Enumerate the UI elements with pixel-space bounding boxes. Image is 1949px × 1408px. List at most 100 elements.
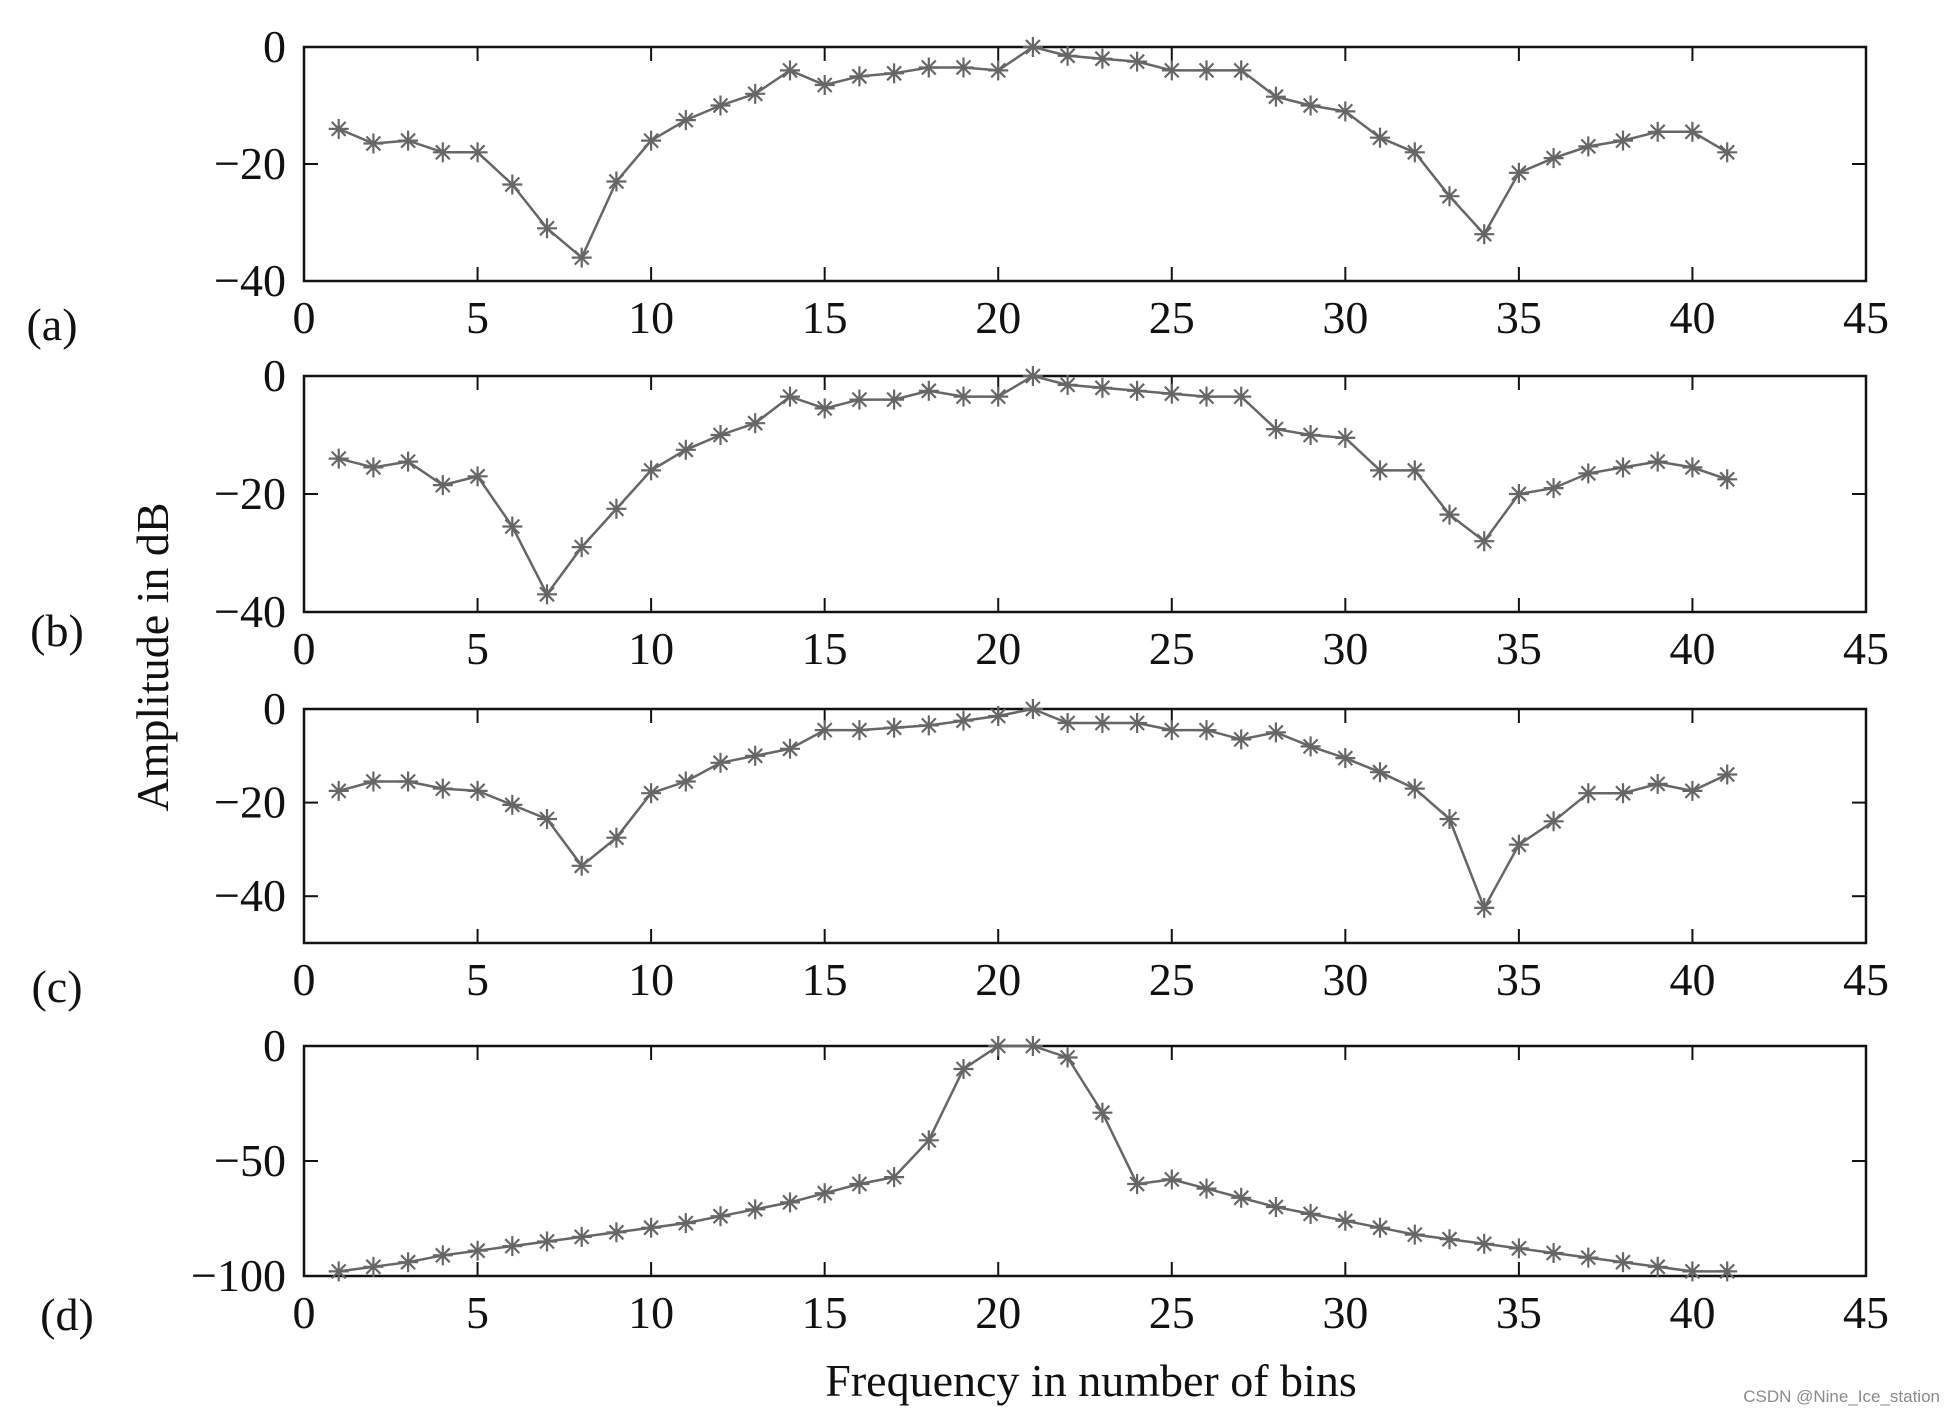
data-point — [1613, 130, 1633, 151]
data-point — [953, 710, 974, 731]
plot-frame — [302, 707, 1868, 945]
data-point — [641, 1217, 662, 1238]
panel-b: 0 5 10 15 20 25 30 35 40 45 0 −20 −40 (b) — [30, 350, 1889, 674]
data-point — [1335, 427, 1356, 448]
data-point — [1474, 1233, 1495, 1254]
panel-a: 0 5 10 15 20 25 30 35 40 45 0 −20 −40 (a) — [26, 21, 1889, 350]
data-point — [467, 780, 488, 801]
data-point — [1127, 1174, 1148, 1194]
data-point — [814, 398, 835, 419]
data-point — [1370, 460, 1390, 481]
data-point — [884, 717, 905, 738]
marker-stroke — [469, 144, 486, 161]
data-point — [1335, 1210, 1356, 1231]
marker-stroke — [886, 1169, 902, 1185]
panel-label: (c) — [31, 961, 82, 1012]
data-point — [432, 778, 453, 799]
marker-stroke — [1476, 1236, 1492, 1252]
marker-stroke — [1372, 764, 1388, 780]
data-point — [537, 218, 557, 239]
marker-stroke — [1198, 722, 1215, 738]
data-point — [1092, 713, 1113, 733]
marker-stroke — [1545, 813, 1562, 830]
marker-stroke — [1233, 62, 1249, 79]
data-point — [1439, 1229, 1460, 1250]
y-tick-label: 0 — [263, 21, 286, 72]
marker-stroke — [539, 220, 555, 237]
marker-stroke — [435, 1247, 451, 1264]
data-point — [1404, 1224, 1425, 1245]
data-point — [849, 720, 870, 741]
data-point — [1231, 60, 1252, 81]
marker-stroke — [851, 722, 868, 738]
marker-stroke — [782, 62, 798, 79]
marker-stroke — [921, 717, 937, 734]
x-tick-label: 5 — [466, 954, 489, 1005]
series-line — [338, 707, 1728, 911]
data-point — [988, 706, 1009, 726]
data-point — [1335, 101, 1356, 122]
marker-stroke — [1233, 388, 1249, 405]
marker-stroke — [643, 1219, 659, 1236]
marker-stroke — [608, 1224, 625, 1241]
y-tick-label: −40 — [214, 586, 286, 637]
data-point — [1161, 1169, 1182, 1190]
marker-stroke — [1268, 1199, 1284, 1215]
marker-stroke — [1337, 430, 1354, 446]
data-point — [1265, 86, 1286, 107]
marker-stroke — [1129, 715, 1145, 731]
marker-stroke — [921, 1132, 937, 1149]
data-point — [1439, 809, 1460, 829]
marker-stroke — [955, 1061, 972, 1077]
data-point — [1265, 722, 1286, 743]
data-point — [675, 771, 696, 792]
plot-frame — [302, 45, 1868, 283]
data-point — [1127, 51, 1148, 72]
x-tick-label: 10 — [628, 623, 674, 674]
data-point — [780, 1192, 800, 1213]
marker-stroke — [1372, 129, 1388, 146]
marker-stroke — [1302, 738, 1319, 755]
marker-stroke — [330, 450, 347, 467]
marker-stroke — [1059, 715, 1076, 731]
x-tick-label: 5 — [466, 292, 489, 343]
data-point — [953, 57, 974, 78]
data-point — [606, 1222, 627, 1243]
data-point — [675, 110, 696, 131]
y-tick-label: 0 — [263, 683, 286, 734]
data-point — [1057, 1047, 1078, 1068]
panel-label: (b) — [30, 605, 84, 656]
marker-stroke — [816, 77, 833, 93]
data-point — [1300, 736, 1321, 757]
marker-stroke — [851, 391, 868, 408]
data-point — [606, 498, 627, 519]
data-point — [1474, 531, 1495, 552]
marker-stroke — [435, 477, 451, 493]
marker-stroke — [469, 1242, 486, 1259]
data-point — [1578, 783, 1599, 804]
marker-stroke — [330, 121, 347, 137]
marker-stroke — [1094, 1104, 1111, 1121]
marker-stroke — [1164, 1171, 1180, 1188]
data-point — [571, 855, 592, 876]
marker-stroke — [1511, 165, 1527, 181]
marker-stroke — [782, 741, 798, 757]
marker-stroke — [1198, 388, 1215, 405]
marker-stroke — [330, 783, 347, 799]
marker-stroke — [747, 415, 763, 431]
marker-stroke — [990, 388, 1006, 405]
marker-stroke — [712, 97, 729, 114]
marker-stroke — [573, 249, 590, 266]
marker-stroke — [1580, 785, 1597, 801]
marker-stroke — [1580, 465, 1597, 482]
marker-stroke — [1025, 39, 1041, 55]
marker-stroke — [1441, 506, 1458, 523]
marker-stroke — [1059, 377, 1076, 393]
data-point — [745, 83, 766, 104]
marker-stroke — [921, 383, 937, 399]
data-point — [606, 171, 627, 192]
y-axis-title: Amplitude in dB — [127, 502, 178, 811]
data-point — [432, 142, 453, 163]
marker-stroke — [1441, 1231, 1458, 1247]
panel-label: (d) — [40, 1289, 94, 1340]
